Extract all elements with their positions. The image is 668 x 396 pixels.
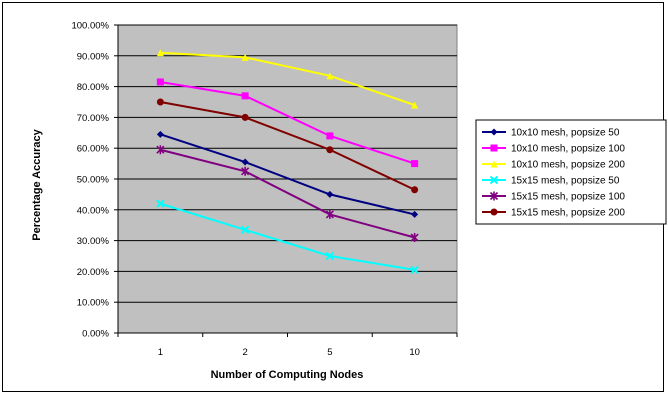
series-4-point	[156, 199, 165, 208]
legend-marker-6	[490, 208, 498, 216]
series-5-point	[410, 233, 419, 243]
legend-marker-4	[489, 175, 499, 185]
series-5-point	[325, 209, 334, 219]
series-4-point	[325, 251, 335, 261]
y-tick-label: 90.00%	[77, 51, 110, 62]
x-tick-label: 5	[327, 347, 332, 358]
y-axis-title: Percentage Accuracy	[31, 128, 43, 240]
series-6-point	[326, 146, 334, 154]
x-axis-title: Number of Computing Nodes	[211, 369, 364, 381]
series-4-point	[240, 225, 250, 235]
series-2-point	[241, 92, 249, 100]
y-tick-label: 20.00%	[77, 267, 110, 278]
series-line-6	[160, 101, 416, 191]
series-4-point	[410, 265, 419, 275]
series-1-point	[326, 190, 334, 198]
y-tick-label: 40.00%	[77, 205, 110, 216]
legend-label-1: 10x10 mesh, popsize 50	[511, 128, 620, 139]
legend-label-4: 15x15 mesh, popsize 50	[511, 176, 620, 187]
series-2-point	[411, 160, 419, 168]
y-tick-label: 80.00%	[77, 82, 110, 93]
series-6-point	[241, 113, 249, 121]
series-5-point	[156, 145, 165, 155]
legend-marker-1	[490, 128, 498, 136]
series-2-point	[156, 78, 164, 86]
series-5-point	[241, 166, 250, 176]
y-tick-label: 100.00%	[71, 21, 109, 32]
x-tick-label: 1	[158, 347, 163, 358]
y-tick-label: 50.00%	[77, 175, 110, 186]
legend-marker-3	[490, 160, 498, 168]
y-tick-label: 30.00%	[77, 236, 110, 247]
series-line-5	[160, 148, 415, 239]
x-tick-label: 2	[242, 347, 247, 358]
legend-box	[475, 119, 667, 225]
series-line-1	[160, 133, 415, 216]
legend-marker-2	[490, 144, 498, 152]
series-1-point	[411, 210, 419, 218]
y-tick-label: 70.00%	[77, 113, 110, 124]
series-line-3	[160, 51, 415, 107]
series-line-4	[160, 202, 415, 271]
legend-marker-5	[489, 191, 499, 201]
legend-label-6: 15x15 mesh, popsize 200	[511, 208, 625, 219]
series-3-point	[156, 49, 164, 57]
y-tick-label: 60.00%	[77, 144, 110, 155]
series-3-point	[326, 72, 334, 80]
series-6-point	[411, 186, 419, 194]
legend-label-2: 10x10 mesh, popsize 100	[511, 144, 625, 155]
y-tick-label: 10.00%	[77, 298, 110, 309]
x-tick-label: 10	[409, 347, 420, 358]
series-1-point	[156, 130, 164, 138]
legend-label-3: 10x10 mesh, popsize 200	[511, 160, 625, 171]
series-2-point	[326, 132, 334, 140]
series-1-point	[241, 158, 249, 166]
series-3-point	[411, 101, 419, 109]
legend-label-5: 15x15 mesh, popsize 100	[511, 192, 625, 203]
series-6-point	[156, 98, 164, 106]
y-tick-label: 0.00%	[82, 329, 109, 340]
series-line-2	[160, 80, 415, 165]
series-3-point	[241, 53, 249, 61]
